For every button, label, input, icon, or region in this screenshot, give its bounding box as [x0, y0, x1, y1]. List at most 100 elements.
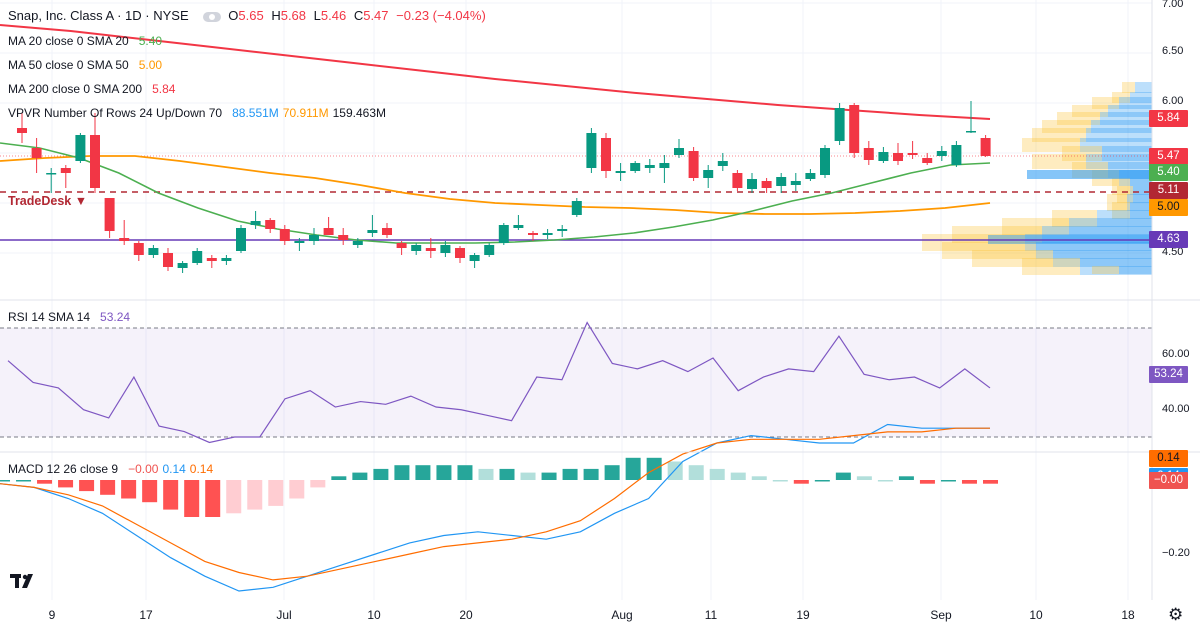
- macd-histogram-bar: [79, 480, 95, 492]
- macd-line: [0, 423, 990, 592]
- macd-histogram-bar: [625, 457, 641, 480]
- macd-histogram-bar: [0, 480, 10, 482]
- eye-icon[interactable]: [202, 11, 221, 22]
- candle-body: [951, 145, 962, 165]
- close-label: C: [353, 8, 364, 23]
- macd-histogram-bar: [457, 465, 473, 480]
- candle-body: [133, 243, 144, 255]
- macd-histogram-bar: [562, 468, 578, 480]
- vpvr-down: 70.911M: [282, 106, 329, 120]
- macd-histogram-bar: [37, 480, 53, 484]
- candle-body: [513, 225, 524, 228]
- macd-hist-value: −0.00: [128, 462, 159, 476]
- candle-body: [367, 230, 378, 233]
- ma50-legend[interactable]: MA 50 close 0 SMA 50 5.00: [8, 57, 166, 73]
- ma50-label: MA 50 close 0 SMA 50: [8, 58, 129, 72]
- vpvr-up-bar: [1069, 218, 1152, 235]
- macd-histogram-bar: [604, 465, 620, 480]
- macd-legend[interactable]: MACD 12 26 close 9 −0.00 0.14 0.14: [8, 461, 217, 477]
- change-value: −0.23 (−4.04%): [396, 8, 486, 23]
- candle-body: [863, 148, 874, 160]
- ma20-label: MA 20 close 0 SMA 20: [8, 34, 129, 48]
- vpvr-up-bar: [1042, 226, 1152, 243]
- vpvr-up-bar: [1130, 202, 1152, 219]
- vpvr-up-bar: [1135, 82, 1152, 93]
- candle-body: [571, 201, 582, 215]
- macd-histogram-bar: [184, 480, 200, 517]
- macd-histogram-bar: [793, 480, 809, 484]
- candle-body: [250, 221, 261, 225]
- vpvr-up: 88.551M: [232, 106, 279, 120]
- vpvr-up-bar: [1036, 242, 1152, 259]
- vpvr-up-bar: [1108, 105, 1152, 117]
- macd-histogram-bar: [856, 476, 872, 480]
- low-value: 5.46: [320, 8, 347, 23]
- candle-body: [221, 258, 232, 261]
- settings-gear-icon[interactable]: ⚙: [1168, 605, 1184, 624]
- macd-histogram-bar: [373, 468, 389, 480]
- vpvr-legend[interactable]: VPVR Number Of Rows 24 Up/Down 70 88.551M…: [8, 105, 390, 121]
- candle-body: [542, 233, 553, 235]
- price-tick: 6.00: [1162, 95, 1184, 107]
- vpvr-down-bar: [1022, 258, 1080, 275]
- vpvr-down-bar: [1122, 82, 1135, 93]
- symbol-legend[interactable]: Snap, Inc. Class A · 1D · NYSE O5.65 H5.…: [8, 8, 490, 24]
- low-label: L: [313, 8, 321, 23]
- candle-body: [31, 148, 42, 158]
- macd-histogram-bar: [436, 465, 452, 480]
- macd-histogram-bar: [877, 480, 893, 482]
- vpvr-up-bar: [1102, 146, 1152, 161]
- symbol-title[interactable]: Snap, Inc. Class A · 1D · NYSE: [8, 8, 189, 23]
- candle-body: [104, 198, 115, 231]
- ma50-price-pill: 5.00: [1149, 199, 1188, 216]
- vpvr-up-bar: [1119, 266, 1152, 274]
- candle-body: [790, 181, 801, 185]
- ma20-legend[interactable]: MA 20 close 0 SMA 20 5.40: [8, 33, 166, 49]
- candle-body: [119, 238, 130, 241]
- rsi-band: [0, 328, 1152, 437]
- macd-histogram-bar: [58, 480, 74, 488]
- macd-histogram-bar: [289, 480, 305, 499]
- candle-body: [732, 173, 743, 188]
- vpvr-down-bar: [1092, 266, 1119, 274]
- vpvr-down-bar: [1092, 97, 1119, 109]
- candle-body: [761, 181, 772, 188]
- candle-body: [484, 245, 495, 255]
- price-tick: 6.50: [1162, 45, 1184, 57]
- vpvr-up-bar: [1053, 250, 1152, 267]
- candles[interactable]: [17, 101, 991, 273]
- candle-body: [163, 253, 173, 267]
- vpvr-up-bar: [1130, 178, 1152, 195]
- ma20-line: [0, 142, 991, 244]
- macd-histogram-bar: [940, 480, 956, 482]
- macd-signal-value: 0.14: [189, 462, 214, 476]
- tradingview-logo-icon[interactable]: [8, 568, 38, 596]
- x-tick: 17: [139, 608, 153, 622]
- vpvr-up-bar: [1133, 186, 1152, 203]
- macd-line-value: 0.14: [162, 462, 186, 476]
- tradedesk-label[interactable]: TradeDesk ▼: [8, 194, 88, 208]
- vpvr-up-bar: [1127, 194, 1152, 211]
- macd-histogram-bar: [730, 472, 746, 480]
- vpvr-down-bar: [1112, 202, 1130, 219]
- macd-histogram-bar: [709, 468, 725, 480]
- vpvr-down-bar: [1057, 112, 1100, 125]
- macd-histogram-bar: [646, 457, 662, 480]
- ma200-label: MA 200 close 0 SMA 200: [8, 82, 143, 96]
- candle-body: [75, 135, 86, 161]
- vpvr-up-bar: [1100, 112, 1152, 125]
- candle-body: [601, 138, 611, 171]
- ma200-legend[interactable]: MA 200 close 0 SMA 200 5.84: [8, 81, 179, 97]
- candle-body: [834, 108, 845, 141]
- x-tick: Aug: [611, 608, 633, 622]
- hline-price-pill: 4.63: [1149, 231, 1188, 248]
- macd-histogram-bar: [100, 480, 116, 495]
- rsi-legend[interactable]: RSI 14 SMA 14 53.24: [8, 309, 134, 325]
- ma50-value: 5.00: [138, 58, 163, 72]
- x-tick: 9: [48, 608, 56, 622]
- vpvr-up-bar: [1080, 258, 1152, 275]
- x-tick: Jul: [276, 608, 292, 622]
- macd-hist-pill: −0.00: [1149, 472, 1188, 489]
- candle-body: [586, 133, 597, 168]
